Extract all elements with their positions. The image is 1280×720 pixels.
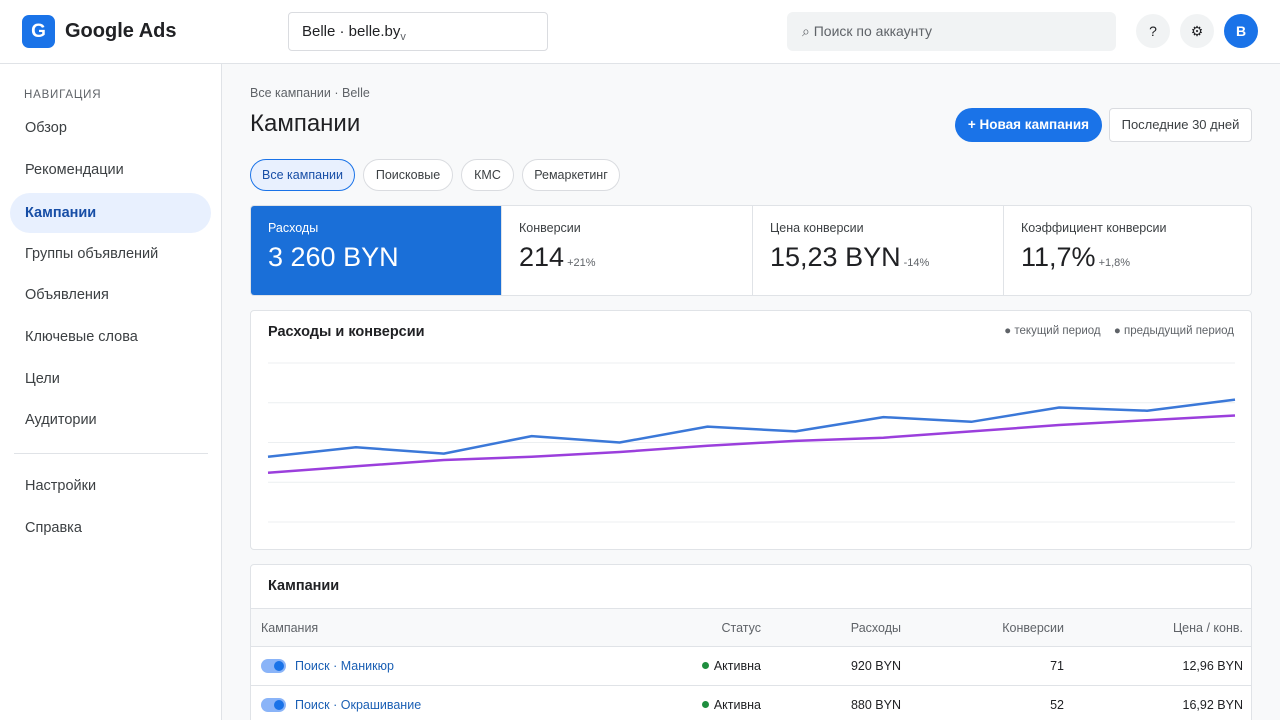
search-input[interactable]: ⌕ Поиск по аккаунту [787, 12, 1116, 51]
kpi-spend[interactable]: Расходы 3 260 BYN [251, 206, 501, 295]
campaign-name-link[interactable]: Поиск · Окрашивание [295, 698, 422, 712]
series-line-previous [267, 414, 1236, 474]
new-campaign-button[interactable]: + Новая кампания [955, 108, 1102, 142]
status-dot-icon [701, 701, 709, 708]
cpa-cell: 16,92 BYN [1182, 698, 1243, 712]
account-name: Belle · belle.by [302, 23, 401, 40]
sidebar-item-recommendations[interactable]: Рекомендации [25, 162, 124, 178]
kpi-label: Расходы [268, 221, 319, 235]
breadcrumb[interactable]: Все кампании · Belle [250, 86, 370, 100]
app-title: Google Ads [65, 20, 177, 42]
series-line-current [267, 398, 1236, 459]
sidebar-item-keywords[interactable]: Ключевые слова [25, 329, 138, 345]
table-title: Кампании [268, 578, 340, 594]
status-cell: Активна [701, 647, 761, 685]
kpi-delta: +1,8% [1098, 257, 1131, 269]
conversions-cell: 71 [1050, 659, 1064, 673]
sidebar-item-help[interactable]: Справка [25, 520, 82, 536]
sidebar-divider [14, 453, 208, 454]
campaign-toggle[interactable] [261, 659, 286, 673]
top-bar: G Google Ads Belle · belle.byv ⌕ Поиск п… [0, 0, 1280, 64]
chevron-down-icon: v [400, 31, 406, 43]
filter-chip-remarketing[interactable]: Ремаркетинг [522, 159, 620, 191]
status-cell: Активна [701, 686, 761, 720]
sidebar-item-goals[interactable]: Цели [25, 371, 60, 387]
kpi-value: 214 +21% [519, 242, 596, 272]
kpi-label: Конверсии [519, 221, 581, 235]
chart-card: Расходы и конверсии ● текущий период ● п… [250, 310, 1252, 550]
kpi-delta: -14% [903, 257, 930, 269]
column-header-conversions[interactable]: Конверсии [1002, 621, 1064, 635]
line-chart [267, 362, 1236, 523]
kpi-conversion-rate[interactable]: Коэффициент конверсии 11,7% +1,8% [1003, 206, 1251, 295]
settings-gear-icon[interactable]: ⚙ [1180, 14, 1214, 48]
status-dot-icon [701, 662, 709, 669]
toggle-knob [274, 661, 284, 671]
kpi-conversions[interactable]: Конверсии 214 +21% [501, 206, 752, 295]
sidebar-item-audiences[interactable]: Аудитории [25, 412, 97, 428]
campaigns-table-card: Кампании Кампания Статус Расходы Конверс… [250, 564, 1252, 720]
table-header: Кампания Статус Расходы Конверсии Цена /… [251, 608, 1251, 647]
chart-legend: ● текущий период ● предыдущий период [994, 325, 1234, 337]
kpi-cost-per-conversion[interactable]: Цена конверсии 15,23 BYN -14% [752, 206, 1003, 295]
page-title: Кампании [250, 110, 361, 137]
sidebar-item-campaigns[interactable]: Кампании [10, 193, 211, 233]
sidebar-item-overview[interactable]: Обзор [25, 120, 67, 136]
conversions-cell: 52 [1050, 698, 1064, 712]
campaign-name-link[interactable]: Поиск · Маникюр [295, 659, 394, 673]
legend-previous: ● предыдущий период [1113, 325, 1234, 337]
column-header-cpa[interactable]: Цена / конв. [1172, 621, 1243, 635]
column-header-campaign[interactable]: Кампания [261, 621, 319, 635]
kpi-value: 11,7% +1,8% [1021, 242, 1131, 272]
date-range-button[interactable]: Последние 30 дней [1109, 108, 1252, 142]
spend-cell: 880 BYN [850, 698, 901, 712]
kpi-delta: +21% [567, 257, 596, 269]
toggle-knob [274, 700, 284, 710]
kpi-value: 3 260 BYN [268, 242, 399, 272]
cpa-cell: 12,96 BYN [1182, 659, 1243, 673]
chart-title: Расходы и конверсии [268, 324, 425, 340]
campaign-toggle[interactable] [261, 698, 286, 712]
filter-chip-display[interactable]: КМС [461, 159, 514, 191]
kpi-label: Коэффициент конверсии [1021, 221, 1167, 235]
avatar[interactable]: B [1224, 14, 1258, 48]
sidebar-item-settings[interactable]: Настройки [25, 478, 97, 494]
sidebar-item-ads[interactable]: Объявления [25, 287, 109, 303]
filter-chip-search[interactable]: Поисковые [363, 159, 453, 191]
kpi-value: 15,23 BYN -14% [770, 242, 930, 272]
legend-current: ● текущий период [1004, 325, 1101, 337]
sidebar: НАВИГАЦИЯ Обзор Рекомендации Кампании Гр… [0, 64, 222, 720]
table-row: Поиск · Маникюр Активна 920 BYN 71 12,96… [251, 647, 1251, 686]
kpi-label: Цена конверсии [770, 221, 864, 235]
spend-cell: 920 BYN [850, 659, 901, 673]
table-row: Поиск · Окрашивание Активна 880 BYN 52 1… [251, 686, 1251, 720]
google-ads-logo-icon: G [22, 15, 55, 48]
sidebar-item-ad-groups[interactable]: Группы объявлений [25, 246, 159, 262]
sidebar-heading: НАВИГАЦИЯ [24, 89, 102, 101]
column-header-spend[interactable]: Расходы [850, 621, 901, 635]
account-selector[interactable]: Belle · belle.byv [288, 12, 548, 51]
filter-chip-all[interactable]: Все кампании [250, 159, 355, 191]
kpi-row: Расходы 3 260 BYN Конверсии 214 +21% Цена… [250, 205, 1252, 296]
column-header-status[interactable]: Статус [721, 621, 761, 635]
help-button[interactable]: ? [1136, 14, 1170, 48]
